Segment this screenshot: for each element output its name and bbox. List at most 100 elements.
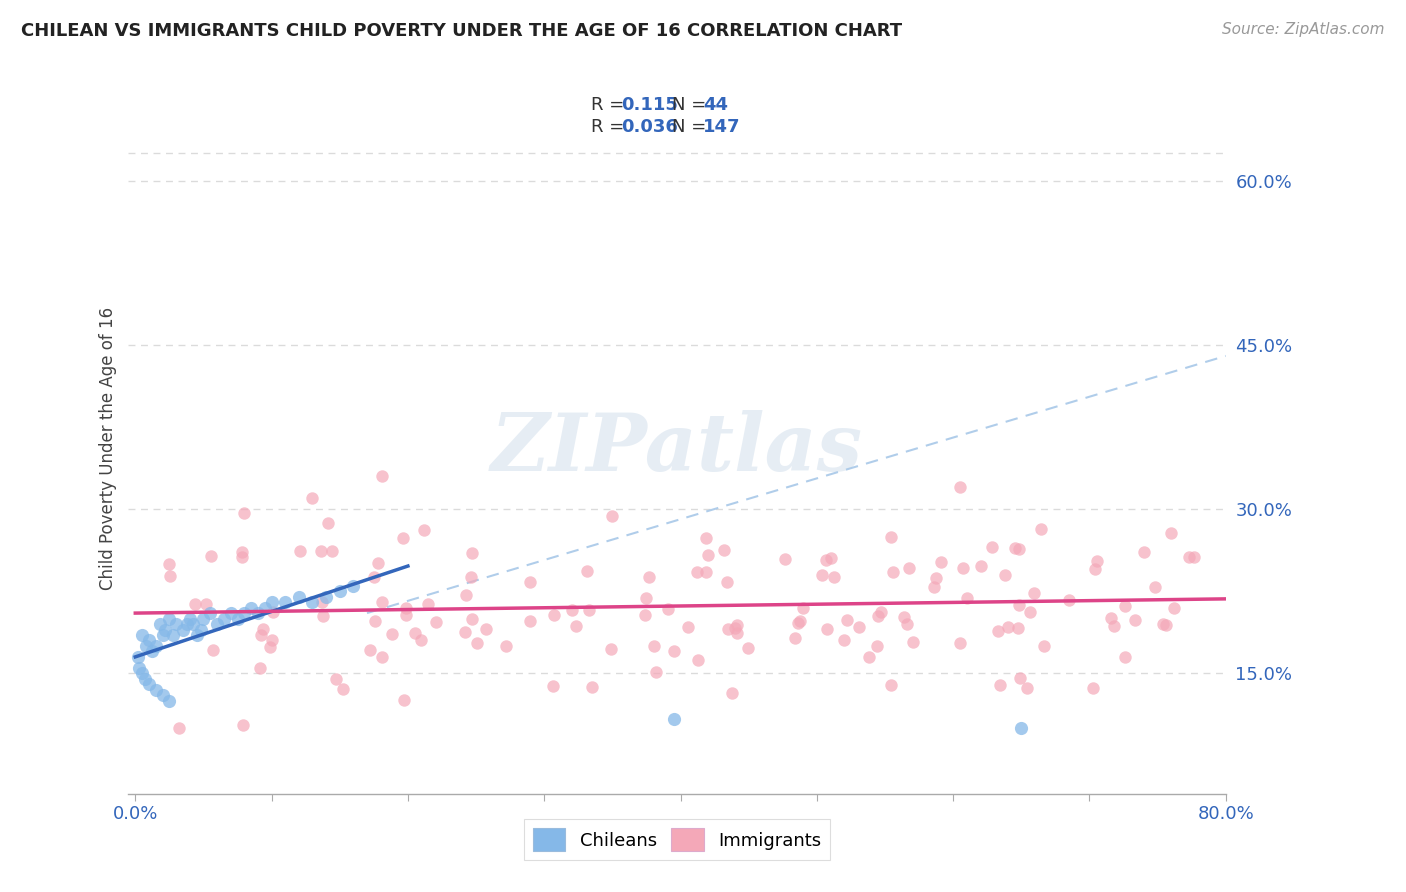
Point (720, 686, 742, 700)
Point (713, 542, 735, 557)
Point (391, 532, 413, 546)
Point (882, 565, 904, 579)
Point (200, 606, 222, 620)
Point (697, 548, 720, 562)
Point (200, 549, 222, 563)
Point (219, 606, 242, 620)
Point (1152, 617, 1174, 632)
Point (897, 561, 920, 575)
Point (392, 693, 415, 707)
Point (301, 595, 323, 609)
Point (157, 611, 180, 625)
Point (141, 644, 163, 658)
Point (686, 653, 709, 667)
Point (664, 643, 686, 657)
Point (949, 480, 972, 494)
Point (246, 606, 269, 620)
Point (371, 649, 394, 664)
Point (262, 605, 284, 619)
Point (179, 611, 201, 625)
Point (128, 661, 150, 675)
Point (815, 622, 838, 636)
Point (1133, 545, 1156, 559)
Point (716, 574, 738, 589)
Point (162, 628, 184, 642)
Point (837, 613, 859, 627)
Point (1182, 549, 1205, 564)
Point (157, 557, 180, 571)
Point (249, 661, 271, 675)
Point (301, 491, 323, 506)
Point (260, 633, 283, 648)
Point (870, 605, 893, 619)
Point (260, 595, 283, 609)
Point (226, 611, 249, 625)
Point (1099, 611, 1122, 625)
Point (456, 588, 478, 602)
Point (868, 609, 890, 624)
Point (460, 569, 482, 583)
Point (929, 555, 952, 569)
Point (1017, 681, 1039, 695)
Point (416, 597, 439, 611)
Point (135, 639, 157, 653)
Point (988, 678, 1011, 692)
Point (1010, 672, 1032, 686)
Point (152, 688, 174, 702)
Point (186, 628, 208, 642)
Point (145, 682, 167, 697)
Point (893, 610, 915, 624)
Point (461, 546, 484, 560)
Text: R =: R = (591, 96, 624, 114)
Point (823, 570, 845, 584)
Point (231, 545, 253, 559)
Point (858, 650, 880, 665)
Point (1084, 562, 1107, 576)
Point (952, 561, 974, 575)
Point (157, 693, 180, 707)
Point (321, 544, 343, 558)
Point (127, 649, 149, 664)
Point (342, 579, 364, 593)
Point (193, 611, 215, 625)
Point (896, 616, 918, 631)
Point (309, 544, 332, 558)
Point (1022, 586, 1045, 600)
Point (565, 618, 588, 632)
Point (184, 597, 207, 611)
Point (475, 622, 498, 636)
Point (454, 625, 477, 640)
Point (576, 564, 599, 578)
Point (638, 569, 661, 583)
Point (789, 614, 811, 628)
Y-axis label: Child Poverty Under the Age of 16: Child Poverty Under the Age of 16 (100, 308, 117, 591)
Point (1177, 549, 1199, 564)
Point (167, 721, 190, 735)
Point (519, 575, 541, 590)
Point (145, 639, 167, 653)
Point (367, 557, 389, 571)
Point (695, 532, 717, 546)
Point (205, 617, 228, 632)
Point (956, 591, 979, 606)
Point (467, 636, 489, 650)
Point (381, 626, 404, 640)
Point (686, 565, 709, 579)
Point (1004, 541, 1026, 556)
Point (274, 595, 297, 609)
Text: N =: N = (672, 118, 706, 136)
Point (364, 615, 387, 629)
Point (172, 623, 194, 637)
Point (311, 595, 333, 609)
Point (970, 559, 993, 574)
Point (231, 550, 253, 565)
Point (1114, 599, 1136, 613)
Point (880, 677, 903, 691)
Point (737, 641, 759, 656)
Point (371, 469, 394, 483)
Point (329, 584, 352, 599)
Point (138, 677, 160, 691)
Point (212, 611, 235, 625)
Point (252, 622, 274, 636)
Point (832, 632, 855, 647)
